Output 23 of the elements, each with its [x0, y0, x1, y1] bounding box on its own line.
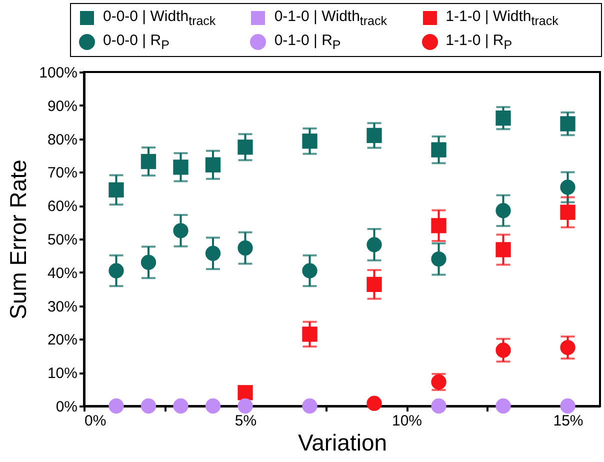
y-tick-label: 90%	[47, 98, 78, 115]
x-tick-label: 0%	[84, 412, 106, 430]
y-tick-label: 30%	[47, 298, 78, 316]
x-axis-title: Variation	[298, 430, 388, 456]
legend-label: 1-1-0 | Width$_{track}$	[446, 8, 558, 28]
y-tick-label: 10%	[47, 365, 78, 382]
legend-label: 1-1-0 | R$_{P}$	[446, 32, 512, 52]
y-tick-label: 0%	[56, 398, 78, 416]
legend-label: 0-0-0 | Width$_{track}$	[103, 8, 216, 28]
legend-label: 0-1-0 | R$_{P}$	[274, 32, 341, 52]
x-tick-label: 5%	[234, 412, 257, 430]
y-tick-label: 60%	[47, 198, 78, 216]
legend-label: 0-0-0 | R$_{P}$	[103, 32, 170, 52]
y-tick-label: 100%	[39, 64, 78, 82]
y-axis-title: Sum Error Rate	[5, 160, 32, 320]
x-tick-label: 15%	[553, 412, 584, 430]
y-tick-label: 40%	[47, 264, 78, 282]
y-tick-label: 50%	[47, 232, 78, 248]
y-tick-label: 80%	[47, 131, 78, 148]
y-tick-label: 70%	[47, 164, 78, 182]
x-tick-label: 10%	[392, 412, 422, 430]
y-tick-label: 20%	[47, 332, 78, 349]
legend-label: 0-1-0 | Width$_{track}$	[274, 8, 388, 28]
